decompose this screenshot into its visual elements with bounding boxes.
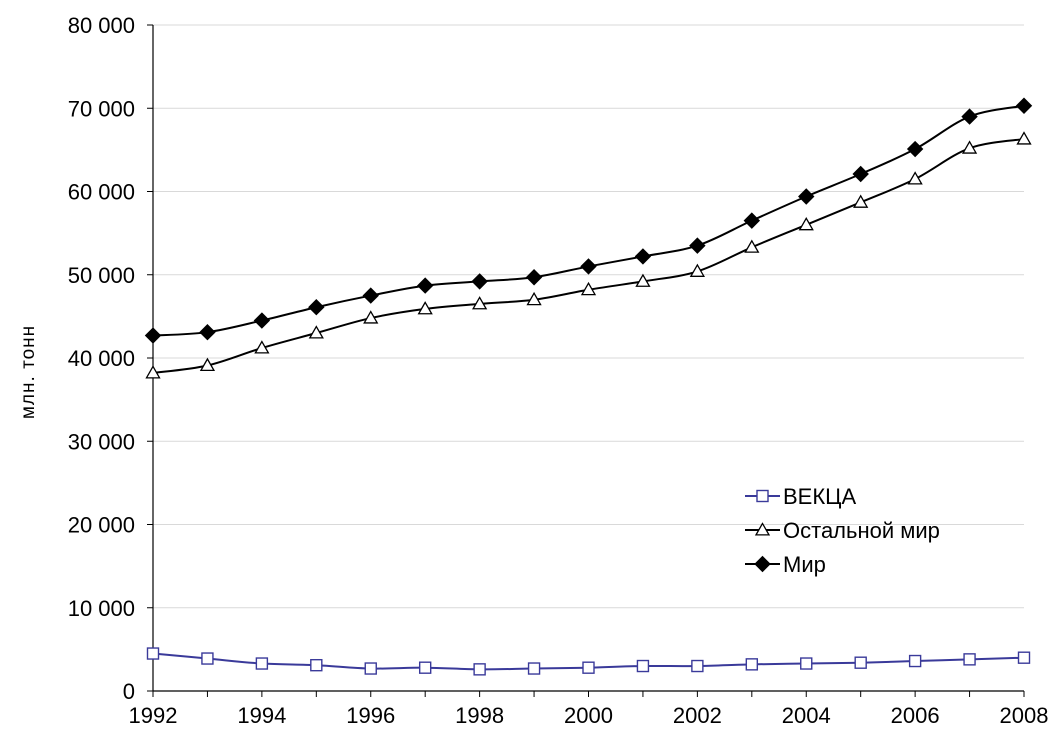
data-point	[416, 277, 434, 294]
y-tick-label: 10 000	[68, 596, 135, 621]
data-point	[743, 212, 761, 229]
data-point	[691, 659, 704, 673]
data-point	[145, 365, 161, 379]
data-point	[853, 194, 869, 208]
legend: ВЕКЦА Остальной мир Мир	[745, 484, 940, 577]
data-point	[582, 661, 595, 674]
data-point	[308, 299, 325, 316]
data-point	[1017, 651, 1031, 664]
legend-marker	[754, 555, 771, 573]
gridlines	[153, 24, 1024, 609]
legend-label: ВЕКЦА	[783, 484, 856, 509]
data-point	[961, 108, 978, 125]
data-point	[308, 325, 324, 339]
x-tick-label: 2000	[564, 703, 613, 728]
series-group	[144, 97, 1033, 676]
y-tick-label: 30 000	[68, 429, 135, 454]
data-point	[854, 656, 867, 669]
data-point	[908, 654, 922, 668]
legend-item: ВЕКЦА	[745, 484, 856, 509]
y-tick-label: 80 000	[68, 13, 135, 38]
data-point	[798, 216, 814, 231]
series-1	[146, 647, 1031, 676]
data-point	[852, 165, 869, 183]
data-point	[362, 287, 379, 304]
legend-marker	[756, 489, 769, 503]
data-point	[907, 171, 923, 185]
data-point	[689, 237, 706, 254]
y-tick-label: 0	[123, 679, 135, 704]
x-tick-label: 1992	[129, 703, 178, 728]
data-point	[963, 653, 976, 666]
y-tick-label: 60 000	[68, 180, 135, 205]
data-point	[363, 310, 379, 324]
data-point	[527, 662, 541, 675]
series-2	[145, 131, 1032, 379]
x-tick-label: 2006	[891, 703, 940, 728]
data-point	[580, 258, 597, 275]
data-point	[580, 281, 597, 296]
data-point	[744, 239, 760, 253]
x-tick-label: 1994	[237, 703, 286, 728]
data-point	[526, 291, 542, 306]
data-point	[472, 296, 488, 310]
legend-item: Мир	[745, 552, 826, 577]
data-point	[201, 652, 214, 665]
x-tick-label: 2008	[1000, 703, 1049, 728]
legend-label: Остальной мир	[783, 518, 940, 543]
x-tick-label: 1998	[455, 703, 504, 728]
x-tick-label: 1996	[346, 703, 395, 728]
data-point	[254, 340, 270, 354]
data-point	[906, 140, 924, 158]
series-line	[152, 104, 1025, 337]
data-point	[471, 273, 488, 290]
x-axis-ticks: 1992 1994 1996 1998 2000 2002 2004 2006 2008	[129, 691, 1049, 728]
data-point	[745, 658, 759, 671]
data-point	[473, 663, 486, 676]
legend-item: Остальной мир	[745, 518, 940, 543]
data-point	[199, 357, 216, 372]
y-tick-label: 40 000	[68, 346, 135, 371]
data-point	[1015, 97, 1033, 114]
data-point	[417, 301, 433, 315]
data-point	[146, 647, 160, 660]
data-point	[310, 658, 323, 672]
data-point	[1016, 131, 1032, 145]
data-point	[636, 659, 650, 673]
y-tick-label: 20 000	[68, 513, 135, 538]
data-point	[689, 263, 705, 277]
x-tick-label: 2002	[673, 703, 722, 728]
y-axis-ticks: 0 10 000 20 000 30 000 40 000 50 000 60 000 70 …	[68, 13, 153, 704]
y-tick-label: 50 000	[68, 263, 135, 288]
data-point	[634, 248, 652, 265]
series-line	[152, 138, 1025, 374]
data-point	[144, 327, 162, 344]
data-point	[800, 657, 813, 670]
legend-label: Мир	[783, 552, 826, 577]
data-point	[364, 662, 377, 675]
data-point	[525, 269, 543, 286]
x-tick-label: 2004	[782, 703, 831, 728]
y-tick-label: 70 000	[68, 96, 135, 121]
series-3	[144, 97, 1033, 344]
y-axis-title: млн. тонн	[18, 325, 39, 419]
data-point	[961, 140, 978, 154]
data-point	[635, 273, 651, 287]
data-point	[418, 661, 432, 674]
data-point	[255, 657, 269, 670]
data-point	[798, 188, 815, 205]
data-point	[253, 312, 271, 329]
data-point	[199, 323, 216, 341]
legend-marker	[754, 522, 771, 536]
